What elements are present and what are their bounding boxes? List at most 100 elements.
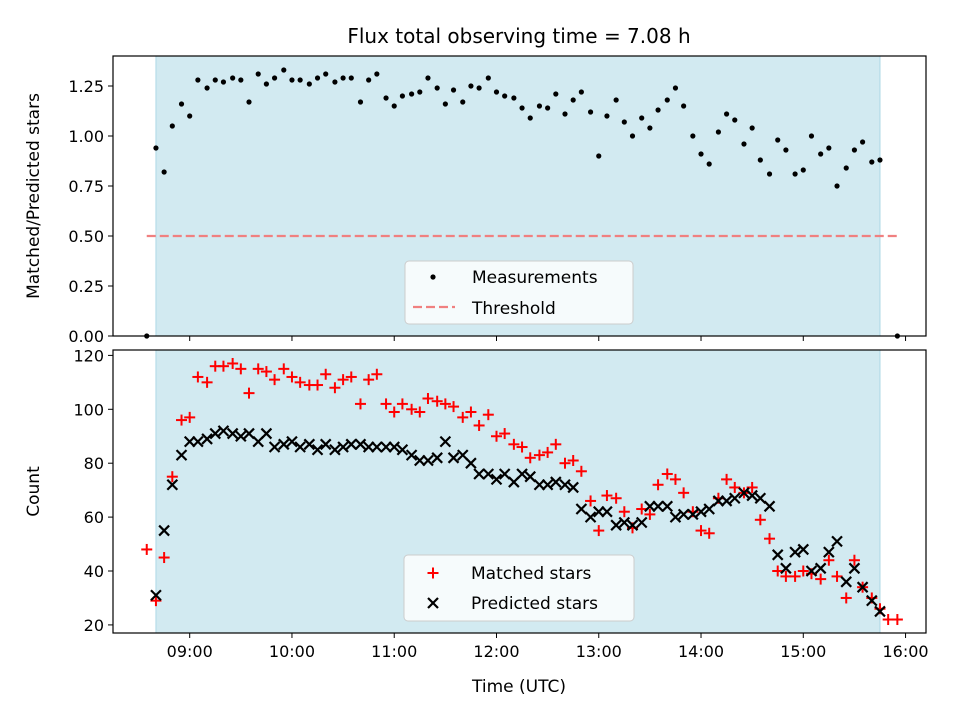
predicted-star-point <box>439 435 452 448</box>
measurement-point <box>869 159 875 165</box>
measurement-point <box>723 111 730 117</box>
predicted-star-point <box>738 487 750 499</box>
matched-star-point <box>269 374 281 386</box>
matched-star-point <box>593 525 605 537</box>
top-legend: Measurements Threshold <box>404 260 634 325</box>
predicted-star-point-b <box>166 478 179 491</box>
matched-star-point <box>721 473 733 485</box>
measurement-point <box>775 137 781 143</box>
predicted-star-point <box>575 503 588 515</box>
matched-star-point <box>388 406 400 418</box>
y-tick-label: 0.25 <box>68 277 104 296</box>
matched-star-point <box>516 441 528 453</box>
measurement-point <box>621 119 627 125</box>
measurement-point <box>783 147 789 153</box>
predicted-star-point <box>371 441 383 453</box>
matched-star-point <box>678 487 690 499</box>
predicted-star-point-b <box>771 549 784 561</box>
measurement-point <box>468 83 474 89</box>
measurement-point <box>195 77 201 83</box>
predicted-star-point <box>703 503 715 515</box>
predicted-star-point-b <box>695 505 707 518</box>
predicted-star-point-b <box>465 457 477 469</box>
matched-star-point <box>252 363 264 375</box>
predicted-star-point-b <box>329 443 341 456</box>
measurement-point <box>851 147 858 153</box>
bottom-axes-frame <box>112 349 927 634</box>
legend-x <box>427 597 439 609</box>
predicted-star-point-b <box>217 425 230 437</box>
predicted-star-point <box>584 511 597 523</box>
predicted-star-point <box>319 438 332 451</box>
matched-star-point <box>797 565 809 577</box>
predicted-star-point <box>635 516 648 529</box>
measurement-point <box>502 93 508 99</box>
measurement-point <box>766 171 773 177</box>
predicted-star-point <box>805 565 818 577</box>
predicted-star-point-b <box>789 546 801 558</box>
predicted-star-point-b <box>294 441 306 453</box>
legend-label-threshold: Threshold <box>471 299 556 319</box>
matched-star-point <box>882 614 894 626</box>
measurement-points <box>144 67 900 339</box>
measurement-point <box>493 89 500 95</box>
predicted-star-point <box>303 438 316 451</box>
x-tick-label: 10:00 <box>269 642 315 661</box>
measurement-point <box>818 151 824 157</box>
matched-star-point <box>235 363 247 375</box>
measurement-point <box>348 75 354 81</box>
measurement-point <box>562 111 568 117</box>
matched-star-point <box>345 371 357 383</box>
predicted-star-point-b <box>669 511 682 523</box>
measurement-point <box>511 95 517 101</box>
measurement-point <box>578 89 584 95</box>
measurement-point <box>485 75 491 81</box>
predicted-star-point-b <box>278 438 290 451</box>
measurement-point <box>826 145 832 151</box>
predicted-star-point-b <box>354 438 367 451</box>
predicted-star-points <box>150 425 886 618</box>
predicted-star-point <box>447 452 460 464</box>
matched-star-point <box>764 533 776 545</box>
matched-star-point <box>260 366 272 378</box>
predicted-star-point-b <box>345 438 358 451</box>
predicted-star-point-b <box>516 468 528 480</box>
predicted-star-point-b <box>814 562 827 575</box>
measurement-point <box>808 133 815 139</box>
predicted-star-point <box>175 449 188 461</box>
predicted-star-point <box>311 443 324 456</box>
x-tick-label: 13:00 <box>576 642 622 661</box>
measurement-point <box>246 99 252 105</box>
predicted-star-point <box>217 425 230 437</box>
measurement-point <box>519 105 525 111</box>
matched-star-point <box>448 401 460 413</box>
predicted-star-point-b <box>439 435 452 448</box>
measurement-point <box>681 103 687 109</box>
matched-star-point <box>644 508 656 520</box>
predicted-star-point-b <box>388 441 401 453</box>
x-tick-label: 11:00 <box>371 642 417 661</box>
predicted-star-point <box>797 543 810 556</box>
predicted-star-point-b <box>303 438 316 451</box>
predicted-star-point-b <box>396 443 409 456</box>
panel-counts: 09:00 10:00 11:00 12:00 13:00 14:00 15:00 16:00… <box>24 346 929 697</box>
x-tick-label: 16:00 <box>882 642 928 661</box>
measurement-point <box>238 77 244 83</box>
measurement-point <box>289 77 295 83</box>
matched-star-point <box>243 387 255 399</box>
matched-star-point <box>354 398 366 410</box>
predicted-star-point-b <box>371 441 383 453</box>
matched-star-point <box>601 490 613 502</box>
predicted-star-point <box>490 473 503 486</box>
predicted-star-point <box>473 468 485 480</box>
predicted-star-point-b <box>626 519 639 531</box>
matched-star-point <box>559 457 571 469</box>
predicted-star-point-b <box>687 508 699 521</box>
measurement-point <box>230 75 236 81</box>
predicted-star-point-b <box>524 470 537 483</box>
measurement-point <box>417 89 423 95</box>
measurement-point <box>434 85 440 91</box>
matched-star-point <box>524 452 536 464</box>
measurement-point <box>596 153 602 159</box>
predicted-star-point <box>601 505 613 518</box>
